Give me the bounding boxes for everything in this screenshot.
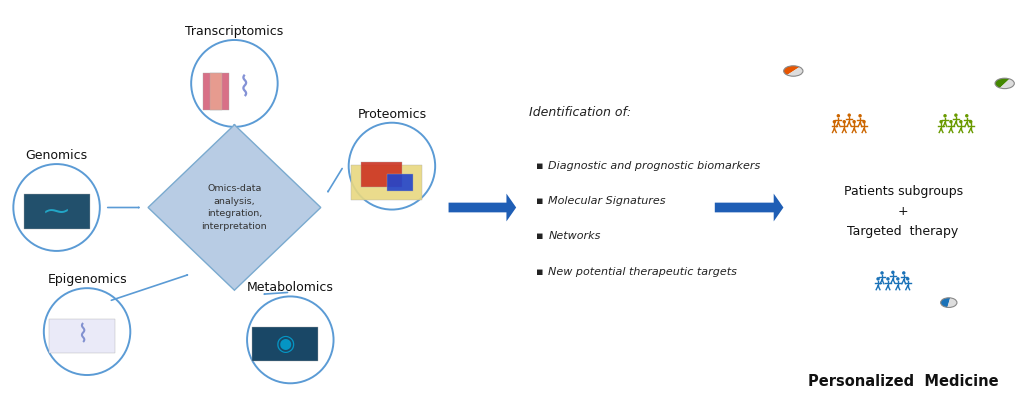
FancyBboxPatch shape <box>210 73 222 110</box>
Text: Metabolomics: Metabolomics <box>247 281 334 294</box>
Ellipse shape <box>877 277 880 281</box>
Text: ▪: ▪ <box>537 196 544 206</box>
Ellipse shape <box>965 114 969 117</box>
Ellipse shape <box>881 271 884 275</box>
Text: Diagnostic and prognostic biomarkers: Diagnostic and prognostic biomarkers <box>549 161 761 171</box>
Text: Networks: Networks <box>549 232 601 242</box>
FancyBboxPatch shape <box>387 174 413 191</box>
Polygon shape <box>787 67 803 76</box>
Text: Personalized  Medicine: Personalized Medicine <box>808 374 998 389</box>
Text: ◉: ◉ <box>275 334 295 354</box>
Text: ▪: ▪ <box>537 232 544 242</box>
Ellipse shape <box>891 271 895 274</box>
Text: Genomics: Genomics <box>26 149 88 162</box>
Polygon shape <box>783 66 800 75</box>
Polygon shape <box>995 78 1010 88</box>
Ellipse shape <box>852 120 856 124</box>
Ellipse shape <box>939 120 943 124</box>
Ellipse shape <box>862 120 865 124</box>
FancyBboxPatch shape <box>361 162 402 187</box>
Ellipse shape <box>349 123 435 210</box>
Text: Patients subgroups
+
Targeted  therapy: Patients subgroups + Targeted therapy <box>844 185 963 238</box>
Ellipse shape <box>954 113 957 117</box>
Ellipse shape <box>191 40 278 127</box>
Text: Omics-data
analysis,
integration,
interpretation: Omics-data analysis, integration, interp… <box>202 184 267 231</box>
Text: ▪: ▪ <box>537 266 544 277</box>
Polygon shape <box>947 298 957 308</box>
Ellipse shape <box>833 120 837 124</box>
FancyBboxPatch shape <box>204 73 228 110</box>
Text: Molecular Signatures: Molecular Signatures <box>549 196 666 206</box>
Polygon shape <box>941 298 950 308</box>
Ellipse shape <box>858 114 862 117</box>
Text: ⌇: ⌇ <box>238 73 251 102</box>
Ellipse shape <box>44 288 130 375</box>
FancyBboxPatch shape <box>24 194 90 229</box>
Ellipse shape <box>969 120 973 124</box>
Ellipse shape <box>896 277 899 281</box>
Polygon shape <box>999 79 1015 89</box>
Text: Epigenomics: Epigenomics <box>47 273 127 286</box>
Ellipse shape <box>886 277 890 281</box>
Text: ⌇: ⌇ <box>76 324 88 348</box>
FancyBboxPatch shape <box>351 165 423 200</box>
Ellipse shape <box>959 120 963 124</box>
Ellipse shape <box>906 277 909 281</box>
Text: Transcriptomics: Transcriptomics <box>185 25 284 38</box>
FancyBboxPatch shape <box>252 327 318 361</box>
Ellipse shape <box>247 296 334 383</box>
Text: ⁓: ⁓ <box>44 200 69 224</box>
Ellipse shape <box>848 113 851 117</box>
Ellipse shape <box>902 271 905 275</box>
Polygon shape <box>148 125 321 290</box>
Text: Identification of:: Identification of: <box>529 106 631 119</box>
Ellipse shape <box>943 114 947 117</box>
Ellipse shape <box>13 164 99 251</box>
Text: New potential therapeutic targets: New potential therapeutic targets <box>549 266 737 277</box>
FancyBboxPatch shape <box>49 319 115 353</box>
Ellipse shape <box>837 114 840 117</box>
Text: ▪: ▪ <box>537 161 544 171</box>
Text: Proteomics: Proteomics <box>357 107 426 121</box>
Ellipse shape <box>949 120 952 124</box>
Ellipse shape <box>843 120 846 124</box>
